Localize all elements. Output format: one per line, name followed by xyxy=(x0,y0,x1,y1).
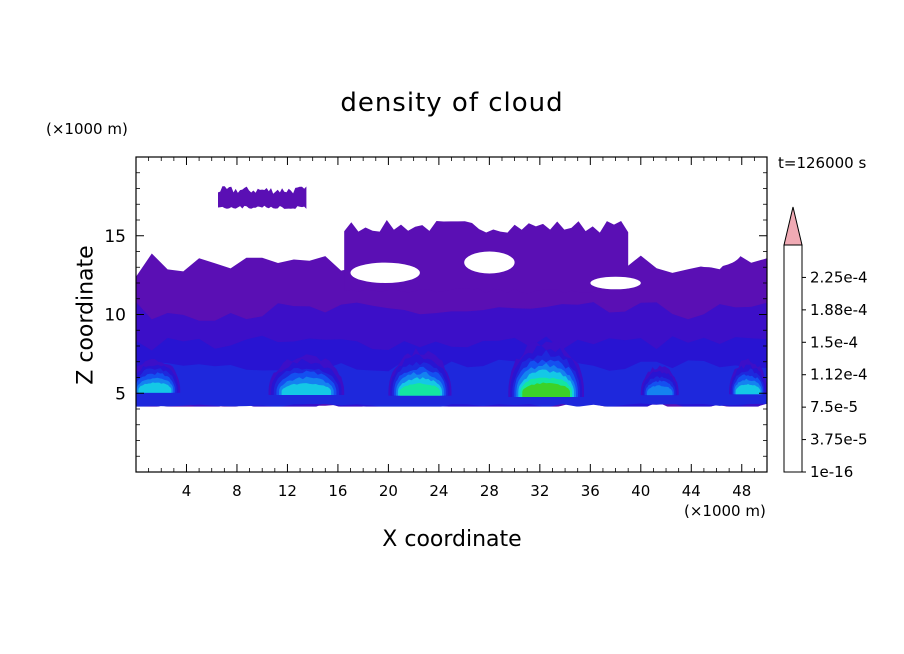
x-tick-label: 12 xyxy=(278,482,297,500)
clear-gap-0 xyxy=(350,262,420,283)
x-tick-label: 8 xyxy=(232,482,242,500)
y-axis-ticks: 5 10 15 xyxy=(104,172,767,457)
x-tick-label: 4 xyxy=(182,482,192,500)
colorbar-frame xyxy=(783,244,803,473)
x-tick-label: 16 xyxy=(328,482,347,500)
x-tick-label: 28 xyxy=(480,482,499,500)
colorbar-label: 3.75e-5 xyxy=(810,431,868,449)
x-axis-label-text: X coordinate xyxy=(382,527,522,552)
convective-core-4-level-8 xyxy=(522,382,570,397)
convective-core-5-level-5 xyxy=(647,385,673,396)
x-tick-label: 44 xyxy=(682,482,701,500)
colorbar-label: 2.25e-4 xyxy=(810,268,868,286)
x-tick-label: 24 xyxy=(429,482,448,500)
y-axis-unit: (×1000 m) xyxy=(46,120,128,138)
chart-title: density of cloud xyxy=(340,88,564,118)
x-axis-label: X coordinate xyxy=(0,527,904,552)
x-tick-label: 48 xyxy=(732,482,751,500)
x-axis-ticks: 4 8 12 16 20 24 28 32 36 40 44 48 xyxy=(148,157,755,500)
plot-area xyxy=(136,186,767,472)
y-tick-label: 10 xyxy=(104,306,126,326)
y-tick-label: 15 xyxy=(104,227,126,247)
x-tick-label: 32 xyxy=(530,482,549,500)
colorbar-label: 1.12e-4 xyxy=(810,366,868,384)
clear-gap-1 xyxy=(464,251,515,274)
y-axis-label: Z coordinate xyxy=(73,245,99,385)
colorbar-label: 1.5e-4 xyxy=(810,333,858,351)
convective-core-1-level-6 xyxy=(138,382,172,393)
colorbar-label: 1.88e-4 xyxy=(810,301,868,319)
x-tick-label: 36 xyxy=(581,482,600,500)
x-tick-label: 20 xyxy=(379,482,398,500)
clear-gap-4 xyxy=(136,235,162,249)
colorbar: 1e-16 3.75e-5 7.5e-5 1.12e-4 1.5e-4 1.88e-4 2.… xyxy=(783,206,868,481)
convective-core-2-level-6 xyxy=(281,383,332,395)
clear-gap-3 xyxy=(678,235,742,268)
colorbar-extend-arrow xyxy=(783,206,803,246)
colorbar-label: 1e-16 xyxy=(810,463,853,481)
colorbar-label: 7.5e-5 xyxy=(810,398,858,416)
time-label: t=126000 s xyxy=(778,154,867,172)
convective-core-3-level-7 xyxy=(399,383,441,396)
x-axis-unit: (×1000 m) xyxy=(684,502,766,520)
convective-core-6-level-6 xyxy=(735,384,761,395)
y-tick-label: 5 xyxy=(115,384,126,404)
cloud-free-lower-region xyxy=(136,406,767,472)
x-tick-label: 40 xyxy=(631,482,650,500)
clear-gap-2 xyxy=(590,276,641,290)
cloud-layer-cirrus xyxy=(218,186,307,209)
